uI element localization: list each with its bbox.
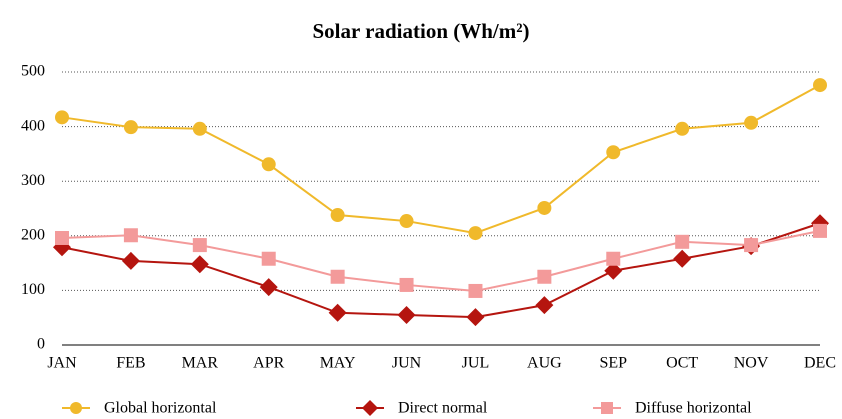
- legend-marker: [362, 400, 378, 416]
- x-tick-label: JUN: [392, 355, 422, 372]
- data-point: [673, 249, 692, 268]
- data-point: [468, 283, 483, 298]
- legend-label: Direct normal: [398, 400, 488, 417]
- data-point: [330, 208, 345, 223]
- data-point: [328, 303, 347, 322]
- data-point: [190, 255, 209, 274]
- data-point: [55, 110, 69, 125]
- legend-marker: [70, 402, 82, 414]
- y-tick-label: 0: [37, 336, 45, 353]
- x-tick-label: APR: [253, 355, 284, 372]
- data-point: [123, 120, 138, 135]
- legend-marker: [601, 402, 613, 414]
- x-tick-label: DEC: [804, 355, 836, 372]
- data-point: [813, 223, 827, 238]
- data-point: [606, 251, 621, 266]
- y-tick-label: 100: [21, 281, 45, 298]
- data-point: [604, 261, 623, 280]
- y-tick-label: 500: [21, 63, 45, 80]
- chart-title: Solar radiation (Wh/m²): [312, 19, 529, 43]
- x-tick-label: FEB: [116, 355, 145, 372]
- x-tick-label: NOV: [734, 355, 769, 372]
- series-line: [61, 222, 821, 319]
- x-tick-label: AUG: [527, 355, 562, 372]
- data-point: [466, 308, 485, 327]
- data-point: [261, 251, 276, 266]
- series-line: [61, 84, 821, 235]
- y-tick-label: 200: [21, 226, 45, 243]
- data-point: [192, 238, 207, 253]
- data-point: [192, 121, 207, 136]
- series-line: [61, 229, 821, 292]
- x-tick-label: MAY: [320, 355, 356, 372]
- data-point: [397, 305, 416, 324]
- data-point: [468, 226, 483, 241]
- legend-label: Global horizontal: [104, 400, 217, 417]
- data-point: [606, 145, 621, 160]
- data-point: [537, 200, 552, 215]
- data-point: [399, 214, 414, 229]
- data-point: [399, 277, 414, 292]
- data-point: [675, 121, 690, 136]
- data-point: [744, 115, 759, 130]
- data-point: [330, 269, 345, 284]
- legend-label: Diffuse horizontal: [635, 400, 752, 417]
- data-point: [259, 278, 278, 297]
- x-tick-label: JUL: [462, 355, 490, 372]
- data-point: [121, 251, 140, 270]
- data-point: [535, 296, 554, 315]
- data-point: [675, 234, 690, 249]
- y-tick-label: 400: [21, 117, 45, 134]
- data-point: [261, 157, 276, 172]
- x-tick-label: SEP: [599, 355, 627, 372]
- y-tick-label: 300: [21, 172, 45, 189]
- data-point: [55, 230, 69, 245]
- data-point: [744, 238, 759, 253]
- x-tick-label: JAN: [47, 355, 77, 372]
- data-point: [537, 269, 552, 284]
- x-tick-label: MAR: [182, 355, 219, 372]
- data-point: [813, 78, 827, 93]
- x-tick-label: OCT: [666, 355, 698, 372]
- data-point: [123, 228, 138, 243]
